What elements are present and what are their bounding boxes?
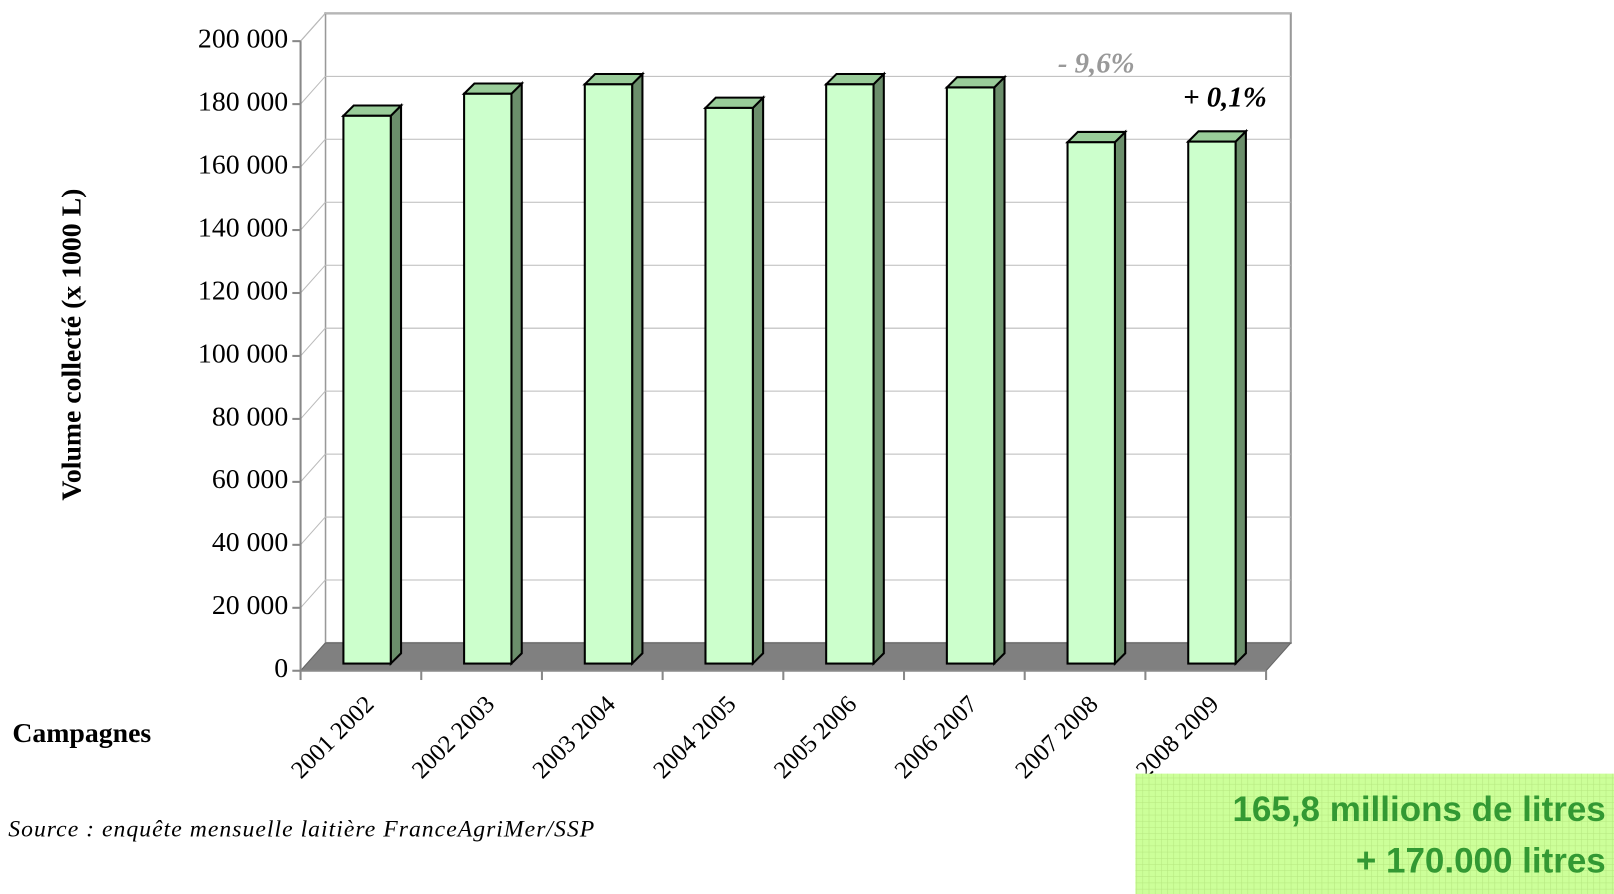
- bar-front: [1066, 141, 1116, 665]
- bar-side: [993, 74, 1006, 667]
- bar: [1065, 129, 1128, 667]
- y-tick-label: 100 000: [198, 338, 288, 369]
- bar-front: [945, 86, 996, 665]
- x-tick-label: 2006 2007: [890, 691, 983, 784]
- bar: [582, 71, 645, 667]
- bar-front: [1187, 140, 1237, 665]
- bar: [944, 74, 1007, 667]
- source: Source : enquête mensuelle laitière Fran…: [8, 817, 595, 843]
- x-tick-label: 2005 2006: [769, 691, 862, 784]
- x-axis-label: Campagnes: [12, 718, 151, 749]
- y-tick-label: 80 000: [212, 401, 288, 432]
- y-tick-label: 160 000: [198, 149, 288, 180]
- x-tick-label: 2003 2004: [528, 691, 621, 784]
- y-tick-label: 0: [274, 653, 288, 684]
- bar-front: [704, 106, 754, 665]
- bar-top: [1065, 130, 1128, 144]
- x-tick-label: 2001 2002: [286, 691, 379, 784]
- bar-front: [825, 83, 875, 665]
- annotation: + 0,1%: [1183, 81, 1267, 113]
- bar-top: [582, 73, 645, 86]
- y-tick-label: 40 000: [212, 527, 288, 558]
- bar-front: [342, 114, 392, 665]
- x-tick-label: 2008 2009: [1131, 691, 1224, 784]
- bar-side: [872, 71, 885, 667]
- bar-top: [944, 76, 1007, 89]
- bar: [702, 95, 766, 667]
- bar: [823, 71, 887, 667]
- bar-top: [340, 104, 404, 117]
- y-tick-label: 60 000: [212, 464, 288, 495]
- x-tick-label: 2004 2005: [648, 691, 741, 784]
- bar-top: [702, 96, 766, 109]
- bar: [461, 80, 525, 667]
- bar: [1185, 128, 1249, 667]
- bar-side: [1113, 129, 1127, 667]
- y-axis-label: Volume collecté (x 1000 L): [56, 189, 87, 501]
- bar-top: [461, 82, 525, 95]
- bar-side: [751, 95, 765, 667]
- bar: [340, 103, 404, 667]
- y-tick-label: 20 000: [212, 590, 288, 621]
- grid-line: [300, 12, 1291, 42]
- y-tick-label: 140 000: [198, 212, 288, 243]
- x-tick-label: 2002 2003: [407, 691, 500, 784]
- callout-box: [1135, 773, 1614, 894]
- bar-side: [1234, 128, 1247, 667]
- bar-top: [823, 73, 887, 86]
- y-tick-label: 180 000: [198, 86, 288, 117]
- bar-front: [583, 83, 634, 665]
- callout-text: + 170.000 litres: [1356, 841, 1606, 880]
- callout-text: 165,8 millions de litres: [1232, 790, 1605, 829]
- bar-side: [631, 71, 644, 667]
- y-tick-label: 120 000: [198, 275, 288, 306]
- bar-side: [510, 80, 523, 667]
- y-tick-label: 200 000: [198, 24, 288, 55]
- bar-front: [463, 92, 513, 665]
- bar-top: [1185, 130, 1249, 143]
- x-tick-label: 2007 2008: [1010, 691, 1103, 784]
- annotation: - 9,6%: [1058, 47, 1135, 79]
- floor: [299, 642, 1292, 672]
- bar-side: [389, 103, 403, 667]
